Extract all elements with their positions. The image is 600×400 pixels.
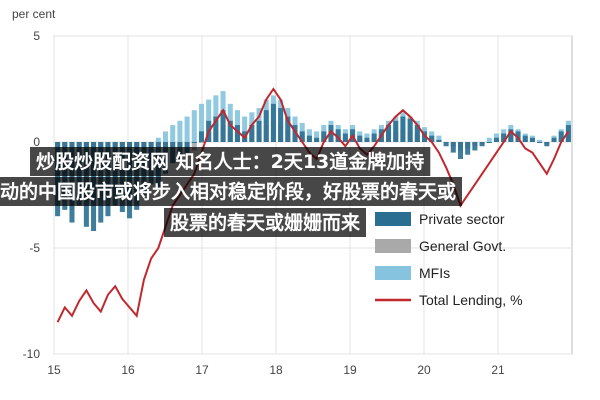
bar-private-sector xyxy=(306,135,312,142)
legend-swatch xyxy=(375,212,411,226)
overlay-text-line-2: 动的中国股市或将步入相对稳定阶段，好股票的春天或 xyxy=(0,180,456,203)
bar-private-sector xyxy=(493,137,499,142)
bar-private-sector xyxy=(213,116,219,142)
bar-private-sector xyxy=(393,120,399,142)
bar-private-sector xyxy=(501,133,507,142)
bar-private-sector xyxy=(364,137,370,142)
bar-private-sector xyxy=(191,142,197,143)
bar-private-sector xyxy=(450,142,456,153)
bar-private-sector xyxy=(529,137,535,142)
overlay-banner-3 xyxy=(164,208,367,237)
bar-mfis xyxy=(314,131,320,142)
bar-private-sector xyxy=(198,131,205,142)
bar-private-sector xyxy=(443,142,449,147)
bar-mfis xyxy=(191,110,197,142)
bar-private-sector xyxy=(429,135,435,142)
bar-general-govt- xyxy=(198,142,205,143)
bar-mfis xyxy=(242,116,248,142)
bar-mfis xyxy=(162,131,169,142)
bar-private-sector xyxy=(314,137,320,142)
bar-private-sector xyxy=(234,125,240,142)
x-tick-label: 19 xyxy=(343,363,357,377)
bar-private-sector xyxy=(328,125,334,142)
bar-mfis xyxy=(155,137,161,142)
bar-private-sector xyxy=(479,142,485,147)
x-tick-label: 16 xyxy=(121,363,135,377)
x-tick-label: 18 xyxy=(269,363,283,377)
bar-private-sector xyxy=(227,120,233,142)
bar-private-sector xyxy=(220,110,226,142)
x-tick-label: 15 xyxy=(47,363,61,377)
bar-private-sector xyxy=(357,135,363,142)
legend-label: MFIs xyxy=(419,265,450,281)
bar-private-sector xyxy=(472,142,478,151)
bar-mfis xyxy=(184,116,190,142)
x-tick-label: 17 xyxy=(195,363,209,377)
bar-mfis xyxy=(436,135,442,142)
bar-private-sector xyxy=(321,131,327,142)
overlay-text-line-3: 股票的春天或姗姗而来 xyxy=(170,211,360,234)
bar-private-sector xyxy=(335,129,341,142)
y-tick-label: -5 xyxy=(29,241,40,255)
bar-private-sector xyxy=(386,125,392,142)
bar-private-sector xyxy=(522,135,528,142)
bar-private-sector xyxy=(119,142,125,212)
bar-mfis xyxy=(198,103,205,142)
overlay-banner-2 xyxy=(0,177,463,206)
bar-private-sector xyxy=(486,142,492,143)
bar-private-sector xyxy=(465,142,471,155)
bar-private-sector xyxy=(565,125,571,142)
y-tick-label: 0 xyxy=(33,135,40,149)
bar-private-sector xyxy=(551,137,557,142)
bar-private-sector xyxy=(558,131,564,142)
bar-private-sector xyxy=(285,116,291,142)
bar-private-sector xyxy=(457,142,464,159)
bar-mfis xyxy=(170,125,176,142)
bar-mfis xyxy=(537,139,543,142)
x-tick-label: 20 xyxy=(417,363,431,377)
legend-swatch xyxy=(375,239,411,253)
bar-mfis xyxy=(486,137,492,142)
bar-private-sector xyxy=(400,116,406,142)
bar-mfis xyxy=(177,120,183,142)
bar-private-sector xyxy=(270,103,276,142)
bar-general-govt- xyxy=(191,142,197,151)
bar-private-sector xyxy=(299,131,305,142)
x-tick-label: 21 xyxy=(491,363,505,377)
bar-private-sector xyxy=(414,125,420,142)
legend-label: Total Lending, % xyxy=(419,292,523,308)
bar-private-sector xyxy=(256,120,262,142)
bar-private-sector xyxy=(342,133,348,142)
bar-private-sector xyxy=(537,142,543,143)
y-tick-label: 5 xyxy=(33,29,40,43)
y-axis-label: per cent xyxy=(12,7,56,21)
legend-swatch xyxy=(375,266,411,280)
bar-private-sector xyxy=(544,142,550,147)
bar-private-sector xyxy=(249,125,255,142)
y-tick-label: -10 xyxy=(23,347,41,361)
bar-private-sector xyxy=(371,133,377,142)
legend-label: General Govt. xyxy=(419,238,506,254)
overlay-banner-1 xyxy=(30,147,431,176)
bar-private-sector xyxy=(263,110,269,142)
bar-private-sector xyxy=(508,129,514,142)
legend-label: Private sector xyxy=(419,211,505,227)
bar-private-sector xyxy=(436,139,442,142)
bar-private-sector xyxy=(278,108,284,142)
overlay-text-line-1: 炒股炒股配资网 知名人士：2天13道金牌加持 xyxy=(36,150,424,173)
bar-private-sector xyxy=(292,125,298,142)
bar-private-sector xyxy=(407,118,413,142)
